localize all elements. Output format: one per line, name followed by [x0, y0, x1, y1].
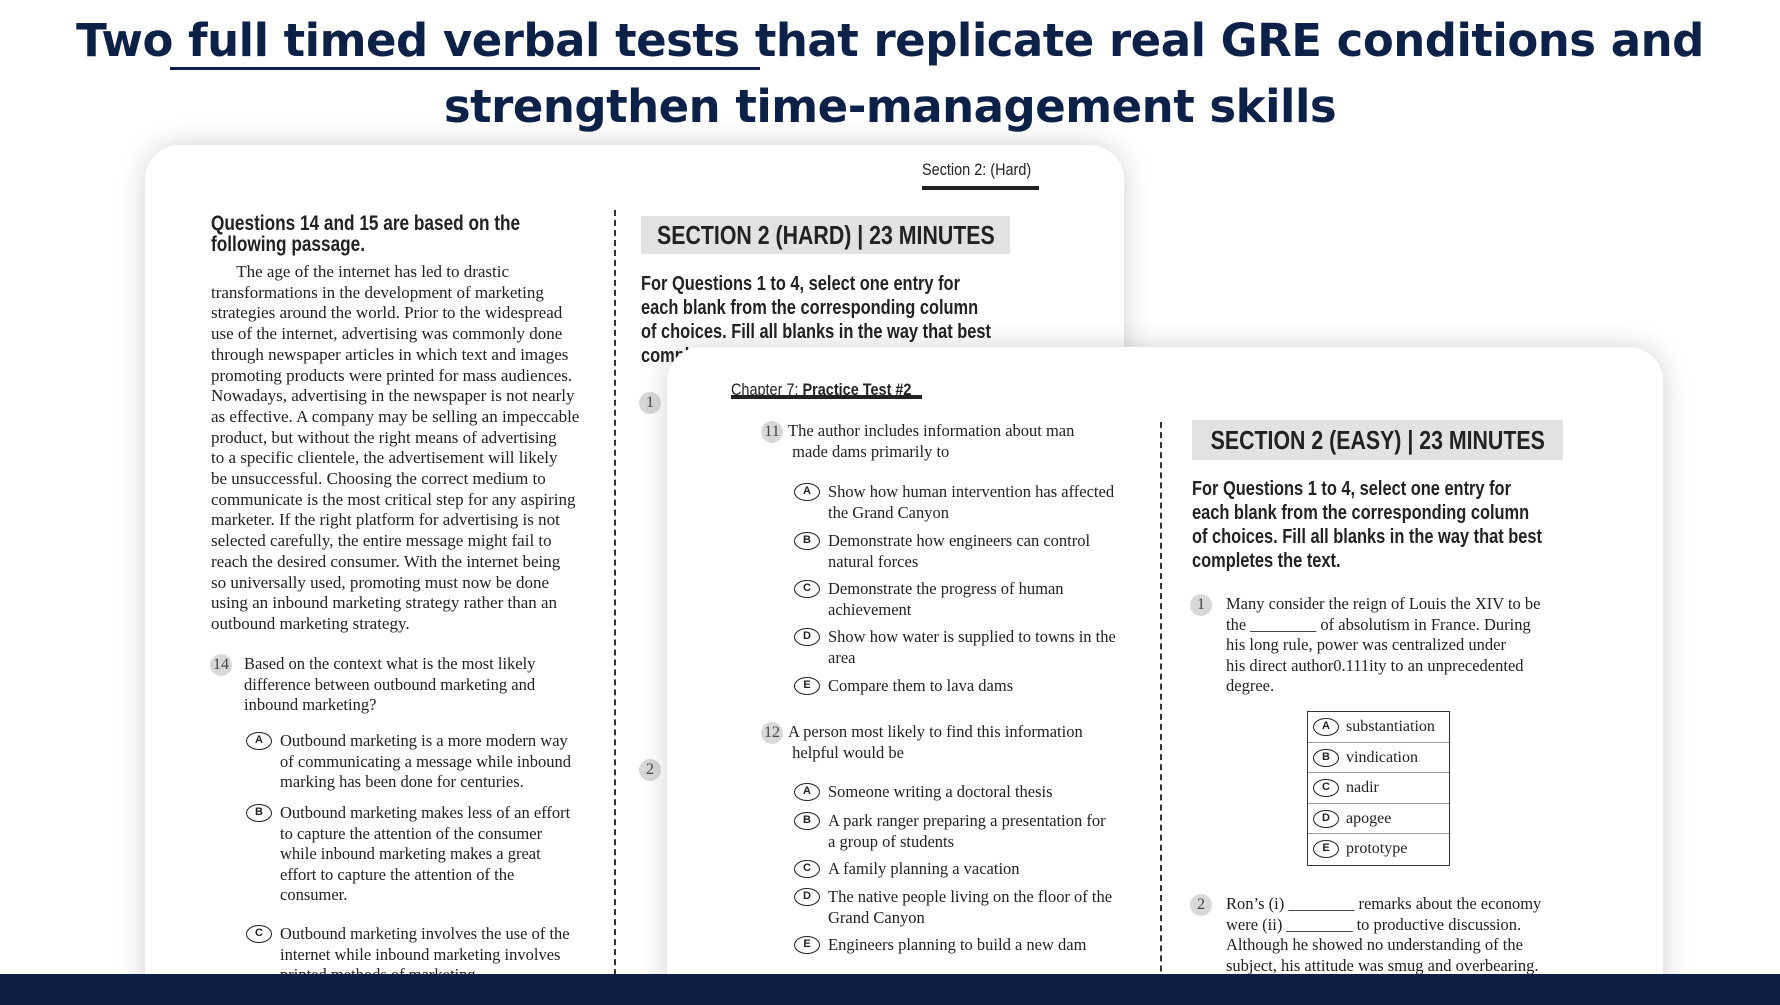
choice-text: vindication	[1346, 748, 1418, 766]
option-letter-circle: D	[794, 628, 820, 646]
option-text: Demonstrate how engineers can control na…	[828, 531, 1091, 571]
headline-underline	[170, 67, 760, 70]
option-letter-circle: A	[794, 483, 820, 501]
answer-option[interactable]: A Show how human intervention has affecte…	[794, 482, 1115, 523]
answer-option[interactable]: B Demonstrate how engineers can control n…	[794, 531, 1091, 572]
option-letter-circle: D	[794, 888, 820, 906]
choice-text: substantiation	[1346, 718, 1435, 735]
option-letter-circle: C	[794, 580, 820, 598]
choice-text: prototype	[1346, 840, 1408, 857]
option-letter-circle: C	[246, 925, 272, 943]
instructions: For Questions 1 to 4, select one entry f…	[641, 273, 991, 367]
passage-text: The age of the internet has led to drast…	[211, 262, 580, 633]
option-text: Show how water is supplied to towns in t…	[828, 627, 1116, 667]
question-number: 14	[210, 654, 232, 676]
bottom-bar	[0, 974, 1780, 1005]
option-text: A family planning a vacation	[828, 859, 1020, 878]
headline-line-2: strengthen time-management skills	[443, 80, 1337, 133]
passage-heading: Questions 14 and 15 are based on the fol…	[211, 212, 521, 256]
page-header: Section 2: (Hard)	[922, 160, 1032, 179]
option-letter-circle: B	[794, 812, 820, 830]
column-divider	[1160, 422, 1162, 1005]
instructions: For Questions 1 to 4, select one entry f…	[1192, 478, 1542, 572]
answer-option[interactable]: E Engineers planning to build a new dam	[794, 935, 1087, 956]
answer-option[interactable]: A Someone writing a doctoral thesis	[794, 782, 1053, 803]
chapter-title: Practice Test #2	[802, 380, 912, 399]
option-letter-circle: E	[794, 677, 820, 695]
section-title: SECTION 2 (HARD) | 23 MINUTES	[656, 219, 995, 250]
front-page-card: Chapter 7: Practice Test #2 11 The autho…	[667, 347, 1663, 1005]
question-text: Many consider the reign of Louis the XIV…	[1226, 594, 1541, 695]
answer-option[interactable]: D Show how water is supplied to towns in …	[794, 627, 1116, 668]
page-header: Chapter 7: Practice Test #2	[731, 380, 911, 400]
choice-text: nadir	[1346, 779, 1379, 796]
question-number: 2	[1190, 894, 1212, 916]
question-number: 1	[639, 392, 661, 414]
answer-option[interactable]: B A park ranger preparing a presentation …	[794, 811, 1106, 852]
question-number: 2	[639, 759, 661, 781]
option-letter-circle: A	[246, 732, 272, 750]
section-title: SECTION 2 (EASY) | 23 MINUTES	[1210, 424, 1545, 455]
option-letter-circle: B	[794, 532, 820, 550]
header-bar	[731, 395, 922, 399]
option-letter-circle: E	[1313, 840, 1339, 858]
option-text: Outbound marketing is a more modern way …	[280, 731, 571, 791]
option-text: A park ranger preparing a presentation f…	[828, 811, 1106, 851]
option-text: Engineers planning to build a new dam	[828, 935, 1087, 954]
question-text: Based on the context what is the most li…	[244, 654, 536, 714]
section-title-box: SECTION 2 (HARD) | 23 MINUTES	[641, 216, 1010, 254]
option-text: Someone writing a doctoral thesis	[828, 782, 1053, 801]
question-number: 1	[1190, 594, 1212, 616]
headline-line-1: Two full timed verbal tests that replica…	[0, 14, 1780, 67]
answer-option[interactable]: E Compare them to lava dams	[794, 676, 1014, 697]
option-text: Compare them to lava dams	[828, 676, 1014, 695]
option-letter-circle: C	[1313, 779, 1339, 797]
answer-option[interactable]: B Outbound marketing makes less of an eff…	[246, 803, 571, 906]
column-divider	[614, 210, 616, 1005]
option-text: Outbound marketing makes less of an effo…	[280, 803, 571, 904]
header-bar	[922, 186, 1039, 190]
option-text: Demonstrate the progress of human achiev…	[828, 579, 1064, 619]
answer-option[interactable]: C A family planning a vacation	[794, 859, 1020, 880]
answer-option[interactable]: D The native people living on the floor o…	[794, 887, 1113, 928]
question-text: Ron’s (i) ________ remarks about the eco…	[1226, 894, 1542, 975]
section-title-box: SECTION 2 (EASY) | 23 MINUTES	[1192, 420, 1563, 460]
question-number: 12	[761, 722, 783, 744]
question-number: 11	[761, 421, 783, 443]
option-letter-circle: A	[1313, 718, 1339, 736]
question-text: A person most likely to find this inform…	[788, 722, 1083, 762]
option-letter-circle: C	[794, 860, 820, 878]
option-letter-circle: E	[794, 936, 820, 954]
option-letter-circle: B	[1313, 748, 1339, 767]
chapter-label: Chapter 7:	[731, 380, 803, 399]
headline-underlined: Two full timed verbal tests	[76, 14, 740, 67]
answer-option[interactable]: C Demonstrate the progress of human achie…	[794, 579, 1064, 620]
option-letter-circle: D	[1313, 809, 1339, 828]
answer-option[interactable]: A Outbound marketing is a more modern way…	[246, 731, 571, 793]
question-text: The author includes information about ma…	[788, 421, 1075, 461]
option-text: Show how human intervention has affected…	[828, 482, 1115, 522]
choice-text: apogee	[1346, 809, 1392, 827]
option-letter-circle: A	[794, 783, 820, 801]
headline-rest: that replicate real GRE conditions and	[739, 14, 1705, 67]
option-text: The native people living on the floor of…	[828, 887, 1113, 927]
option-letter-circle: B	[246, 804, 272, 822]
